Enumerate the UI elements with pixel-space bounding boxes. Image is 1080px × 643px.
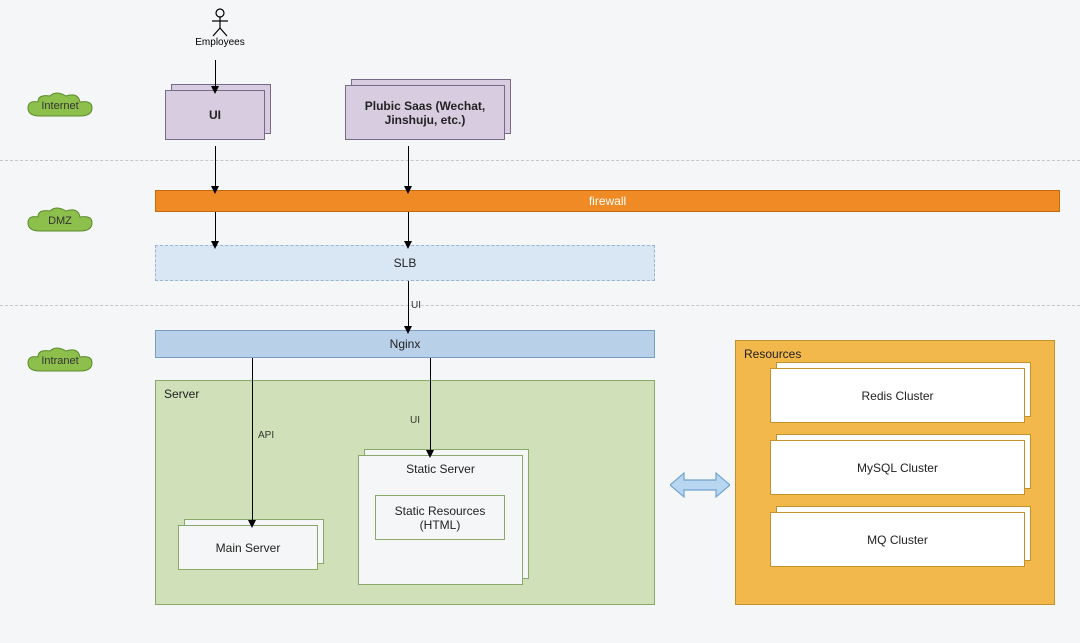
- divider: [0, 305, 1080, 306]
- mysql-label: MySQL Cluster: [857, 461, 938, 475]
- arrow-head: [211, 241, 219, 249]
- mq: MQ Cluster: [770, 512, 1025, 567]
- arrow-head: [426, 450, 434, 458]
- zone-label: Internet: [41, 100, 78, 112]
- mq-label: MQ Cluster: [867, 533, 928, 547]
- arrow-head: [211, 86, 219, 94]
- zone-cloud-intranet: Intranet: [20, 343, 100, 379]
- saas_box-label: Plubic Saas (Wechat, Jinshuju, etc.): [346, 99, 504, 127]
- nginx-label: Nginx: [390, 337, 421, 351]
- arrow-ui_to_firewall: [215, 146, 216, 188]
- arrow-label: UI: [410, 415, 420, 426]
- arrow-head: [211, 186, 219, 194]
- divider: [0, 160, 1080, 161]
- server_container-label: Server: [164, 387, 199, 401]
- arrow-firewall_to_slb_left: [215, 212, 216, 243]
- arrow-head: [248, 520, 256, 528]
- actor-label: Employees: [195, 38, 245, 48]
- arrow-firewall_to_slb_right: [408, 212, 409, 243]
- double-arrow-icon: [670, 470, 730, 500]
- arrow-head: [404, 241, 412, 249]
- actor-employees: Employees: [195, 8, 245, 48]
- main_server: Main Server: [178, 525, 318, 570]
- zone-cloud-internet: Internet: [20, 88, 100, 124]
- nginx: Nginx: [155, 330, 655, 358]
- redis: Redis Cluster: [770, 368, 1025, 423]
- arrow-saas_to_firewall: [408, 146, 409, 188]
- ui_box-label: UI: [209, 108, 221, 122]
- arrow-slb_to_nginx: [408, 281, 409, 328]
- saas_box: Plubic Saas (Wechat, Jinshuju, etc.): [345, 85, 505, 140]
- redis-label: Redis Cluster: [861, 389, 933, 403]
- mysql: MySQL Cluster: [770, 440, 1025, 495]
- arrow-head: [404, 326, 412, 334]
- static_server_container-label: Static Server: [406, 462, 475, 476]
- firewall: firewall: [155, 190, 1060, 212]
- zone-cloud-dmz: DMZ: [20, 203, 100, 239]
- zone-label: Intranet: [41, 355, 78, 367]
- firewall-label: firewall: [589, 194, 626, 208]
- static_resources: Static Resources (HTML): [375, 495, 505, 540]
- arrow-head: [404, 186, 412, 194]
- zone-label: DMZ: [48, 215, 72, 227]
- arrow-label: UI: [411, 300, 421, 311]
- resources_container-label: Resources: [744, 347, 801, 361]
- main_server-label: Main Server: [216, 541, 281, 555]
- arrow-actor: [215, 60, 216, 88]
- ui_box: UI: [165, 90, 265, 140]
- slb-label: SLB: [394, 256, 417, 270]
- arrow-nginx_to_static: [430, 358, 431, 452]
- slb: SLB: [155, 245, 655, 281]
- arrow-nginx_to_main: [252, 358, 253, 522]
- static_resources-label: Static Resources (HTML): [376, 504, 504, 532]
- arrow-label: API: [258, 430, 274, 441]
